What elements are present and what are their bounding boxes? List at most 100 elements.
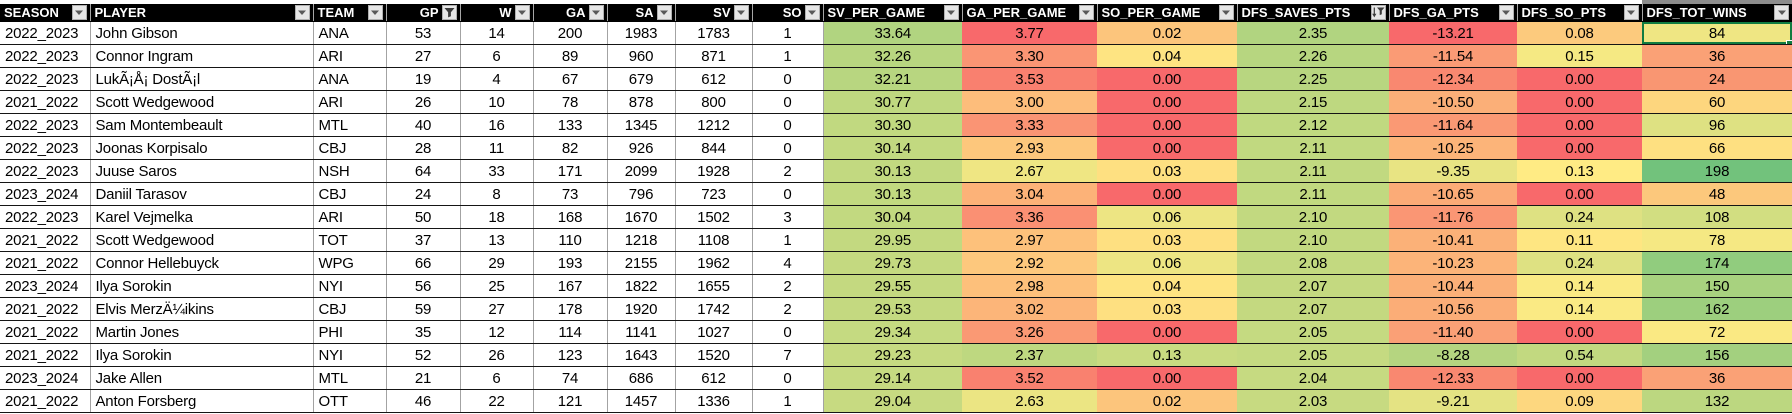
cell-dfs_so_pts[interactable]: 0.00: [1517, 320, 1642, 344]
cell-dfs_tot_wins[interactable]: 198: [1642, 159, 1792, 183]
cell-sv_per_game[interactable]: 30.04: [823, 205, 962, 229]
cell-sa[interactable]: 1920: [607, 297, 676, 321]
cell-sa[interactable]: 1141: [607, 320, 676, 344]
cell-so[interactable]: 0: [752, 182, 824, 206]
cell-season[interactable]: 2022_2023: [0, 67, 91, 91]
cell-dfs_ga_pts[interactable]: -10.23: [1389, 251, 1517, 275]
filter-button-ga_per_game[interactable]: [1078, 5, 1094, 20]
cell-sa[interactable]: 679: [607, 67, 676, 91]
cell-ga[interactable]: 110: [533, 228, 608, 252]
cell-dfs_tot_wins[interactable]: 96: [1642, 113, 1792, 137]
cell-team[interactable]: TOT: [313, 228, 387, 252]
cell-ga[interactable]: 121: [533, 389, 608, 413]
cell-dfs_tot_wins[interactable]: 60: [1642, 90, 1792, 114]
cell-sa[interactable]: 686: [607, 366, 676, 390]
cell-sa[interactable]: 1670: [607, 205, 676, 229]
cell-gp[interactable]: 27: [386, 44, 461, 68]
cell-ga[interactable]: 123: [533, 343, 608, 367]
cell-sv[interactable]: 871: [675, 44, 753, 68]
filter-button-gp[interactable]: [441, 5, 457, 20]
cell-dfs_saves_pts[interactable]: 2.05: [1237, 343, 1389, 367]
cell-dfs_so_pts[interactable]: 0.00: [1517, 182, 1642, 206]
filter-button-season[interactable]: [71, 5, 87, 20]
cell-season[interactable]: 2021_2022: [0, 90, 91, 114]
cell-so_per_game[interactable]: 0.00: [1097, 67, 1237, 91]
cell-team[interactable]: NYI: [313, 343, 387, 367]
cell-sv[interactable]: 1928: [675, 159, 753, 183]
cell-gp[interactable]: 21: [386, 366, 461, 390]
cell-dfs_so_pts[interactable]: 0.54: [1517, 343, 1642, 367]
filter-button-dfs_ga_pts[interactable]: [1498, 5, 1514, 20]
cell-so_per_game[interactable]: 0.00: [1097, 182, 1237, 206]
cell-season[interactable]: 2021_2022: [0, 297, 91, 321]
cell-dfs_tot_wins[interactable]: 72: [1642, 320, 1792, 344]
cell-ga_per_game[interactable]: 3.52: [962, 366, 1097, 390]
cell-season[interactable]: 2022_2023: [0, 21, 91, 45]
cell-season[interactable]: 2022_2023: [0, 136, 91, 160]
cell-ga[interactable]: 178: [533, 297, 608, 321]
cell-so[interactable]: 0: [752, 136, 824, 160]
cell-sv_per_game[interactable]: 33.64: [823, 21, 962, 45]
cell-gp[interactable]: 40: [386, 113, 461, 137]
cell-w[interactable]: 27: [460, 297, 534, 321]
cell-gp[interactable]: 37: [386, 228, 461, 252]
cell-dfs_tot_wins[interactable]: 84: [1642, 21, 1792, 45]
cell-w[interactable]: 4: [460, 67, 534, 91]
cell-so[interactable]: 0: [752, 366, 824, 390]
column-header-dfs_saves_pts[interactable]: DFS_SAVES_PTS: [1237, 4, 1390, 22]
cell-so_per_game[interactable]: 0.00: [1097, 366, 1237, 390]
cell-sv[interactable]: 1520: [675, 343, 753, 367]
cell-dfs_ga_pts[interactable]: -8.28: [1389, 343, 1517, 367]
cell-sv[interactable]: 1027: [675, 320, 753, 344]
cell-dfs_tot_wins[interactable]: 24: [1642, 67, 1792, 91]
cell-dfs_saves_pts[interactable]: 2.07: [1237, 297, 1389, 321]
cell-so[interactable]: 1: [752, 44, 824, 68]
cell-team[interactable]: PHI: [313, 320, 387, 344]
cell-team[interactable]: NYI: [313, 274, 387, 298]
cell-dfs_tot_wins[interactable]: 156: [1642, 343, 1792, 367]
filter-button-sv[interactable]: [733, 5, 749, 20]
cell-ga_per_game[interactable]: 3.36: [962, 205, 1097, 229]
cell-so_per_game[interactable]: 0.00: [1097, 320, 1237, 344]
cell-dfs_so_pts[interactable]: 0.24: [1517, 205, 1642, 229]
cell-sv_per_game[interactable]: 30.30: [823, 113, 962, 137]
column-header-season[interactable]: SEASON: [0, 4, 91, 22]
cell-sa[interactable]: 1822: [607, 274, 676, 298]
selection-fill-handle[interactable]: [1786, 40, 1792, 44]
filter-button-dfs_tot_wins[interactable]: [1774, 5, 1789, 20]
cell-so_per_game[interactable]: 0.04: [1097, 44, 1237, 68]
cell-ga_per_game[interactable]: 2.63: [962, 389, 1097, 413]
cell-so_per_game[interactable]: 0.04: [1097, 274, 1237, 298]
cell-dfs_saves_pts[interactable]: 2.26: [1237, 44, 1389, 68]
filter-button-sv_per_game[interactable]: [943, 5, 959, 20]
cell-gp[interactable]: 35: [386, 320, 461, 344]
filter-button-so[interactable]: [804, 5, 820, 20]
cell-dfs_tot_wins[interactable]: 108: [1642, 205, 1792, 229]
cell-ga_per_game[interactable]: 2.67: [962, 159, 1097, 183]
cell-ga[interactable]: 82: [533, 136, 608, 160]
cell-team[interactable]: ANA: [313, 67, 387, 91]
cell-team[interactable]: ARI: [313, 90, 387, 114]
cell-season[interactable]: 2021_2022: [0, 228, 91, 252]
column-header-ga[interactable]: GA: [533, 4, 608, 22]
cell-gp[interactable]: 66: [386, 251, 461, 275]
filter-button-sa[interactable]: [656, 5, 672, 20]
cell-dfs_so_pts[interactable]: 0.15: [1517, 44, 1642, 68]
cell-gp[interactable]: 52: [386, 343, 461, 367]
cell-dfs_tot_wins[interactable]: 150: [1642, 274, 1792, 298]
cell-w[interactable]: 8: [460, 182, 534, 206]
cell-ga[interactable]: 74: [533, 366, 608, 390]
cell-sv_per_game[interactable]: 29.34: [823, 320, 962, 344]
cell-dfs_saves_pts[interactable]: 2.03: [1237, 389, 1389, 413]
cell-dfs_so_pts[interactable]: 0.09: [1517, 389, 1642, 413]
cell-w[interactable]: 16: [460, 113, 534, 137]
cell-ga[interactable]: 193: [533, 251, 608, 275]
cell-so[interactable]: 2: [752, 274, 824, 298]
cell-sv[interactable]: 612: [675, 67, 753, 91]
cell-so[interactable]: 0: [752, 320, 824, 344]
cell-so_per_game[interactable]: 0.06: [1097, 251, 1237, 275]
cell-sv_per_game[interactable]: 32.21: [823, 67, 962, 91]
cell-dfs_saves_pts[interactable]: 2.05: [1237, 320, 1389, 344]
cell-sv[interactable]: 723: [675, 182, 753, 206]
cell-ga[interactable]: 114: [533, 320, 608, 344]
